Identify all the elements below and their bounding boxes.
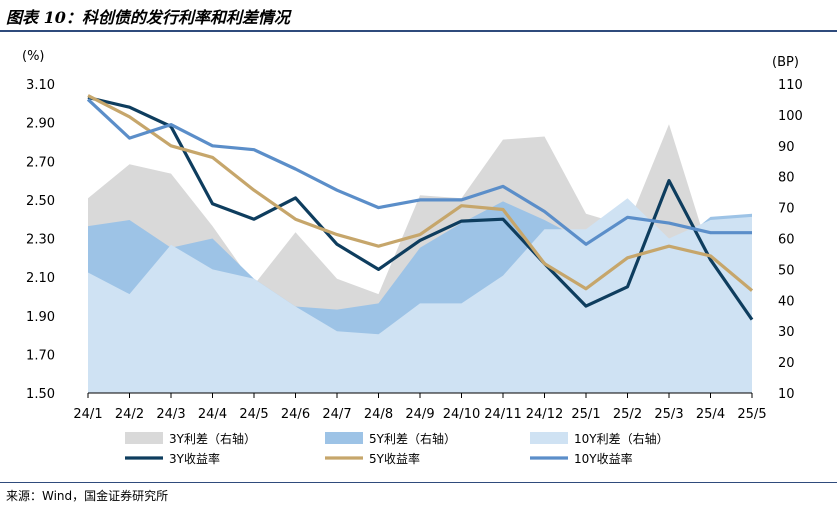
title-divider <box>0 30 837 32</box>
legend-label-area-3: 10Y利差（右轴） <box>574 431 669 446</box>
right-tick-label: 80 <box>778 171 795 186</box>
x-tick-label: 24/11 <box>484 407 521 422</box>
x-tick-label: 25/2 <box>613 407 642 422</box>
right-axis-ticks: 10 20 30 40 50 60 70 80 90 100 110 <box>778 78 803 402</box>
source-note: 来源：Wind，国金证券研究所 <box>6 489 169 503</box>
left-tick-label: 1.90 <box>26 310 55 325</box>
x-tick-label: 25/3 <box>654 407 683 422</box>
right-tick-label: 10 <box>778 387 795 402</box>
right-tick-label: 110 <box>778 78 803 93</box>
left-tick-label: 2.70 <box>26 155 55 170</box>
right-tick-label: 90 <box>778 140 795 155</box>
x-tick-label: 24/6 <box>281 407 310 422</box>
x-tick-label: 24/9 <box>405 407 434 422</box>
legend-swatch-area-1 <box>125 432 163 444</box>
area-series-3 <box>88 198 752 393</box>
area-series-group <box>88 124 752 393</box>
right-axis-unit: (BP) <box>772 55 799 70</box>
x-tick-label: 25/1 <box>571 407 600 422</box>
left-tick-label: 2.10 <box>26 271 55 286</box>
legend-swatch-area-3 <box>530 432 568 444</box>
left-tick-label: 1.50 <box>26 387 55 402</box>
line-series-3 <box>86 98 752 246</box>
legend-label-line-3: 10Y收益率 <box>574 451 633 466</box>
x-axis-ticks: 24/1 24/2 24/3 24/4 24/5 24/6 24/7 24/8 24/9 24/1… <box>73 393 767 422</box>
x-tick-label: 24/8 <box>364 407 393 422</box>
x-tick-label: 24/10 <box>443 407 480 422</box>
left-axis-ticks: 1.50 1.70 1.90 2.10 2.30 2.50 2.70 2.90 3.10 <box>26 78 55 402</box>
left-tick-label: 2.50 <box>26 194 55 209</box>
x-tick-label: 24/7 <box>322 407 351 422</box>
left-tick-label: 2.30 <box>26 233 55 248</box>
left-tick-label: 2.90 <box>26 117 55 132</box>
x-tick-label: 24/1 <box>73 407 102 422</box>
right-tick-label: 40 <box>778 294 795 309</box>
right-tick-label: 70 <box>778 202 795 217</box>
legend-label-line-1: 3Y收益率 <box>169 451 220 466</box>
legend-label-line-2: 5Y收益率 <box>369 451 420 466</box>
x-tick-label: 24/4 <box>198 407 227 422</box>
x-tick-label: 24/12 <box>526 407 563 422</box>
right-tick-label: 50 <box>778 263 795 278</box>
right-tick-label: 30 <box>778 325 795 340</box>
x-tick-label: 24/3 <box>156 407 185 422</box>
legend: 3Y利差（右轴） 5Y利差（右轴） 10Y利差（右轴） 3Y收益率 5Y收益率 10Y收益… <box>125 431 669 466</box>
legend-label-area-2: 5Y利差（右轴） <box>369 431 456 446</box>
line-series-2 <box>87 94 754 292</box>
legend-swatch-area-2 <box>325 432 363 444</box>
legend-label-area-1: 3Y利差（右轴） <box>169 431 256 446</box>
right-tick-label: 100 <box>778 109 803 124</box>
right-tick-label: 20 <box>778 356 795 371</box>
x-tick-label: 25/4 <box>696 407 725 422</box>
left-tick-label: 3.10 <box>26 78 55 93</box>
x-tick-label: 24/2 <box>115 407 144 422</box>
left-axis-unit: (%) <box>22 49 45 64</box>
x-tick-label: 25/5 <box>737 407 766 422</box>
right-tick-label: 60 <box>778 233 795 248</box>
chart-title: 图表 10：科创债的发行利率和利差情况 <box>6 8 290 27</box>
x-tick-label: 24/5 <box>239 407 268 422</box>
line-series-1 <box>87 95 754 321</box>
left-tick-label: 1.70 <box>26 348 55 363</box>
line-series-group <box>86 94 754 321</box>
source-divider <box>0 482 837 483</box>
